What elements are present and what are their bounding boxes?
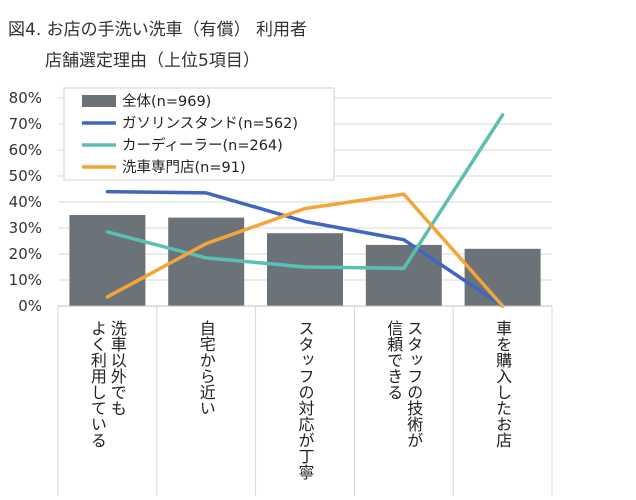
legend-label: 全体(n=969)	[122, 92, 211, 110]
bar	[365, 244, 442, 306]
legend-label: カーディーラー(n=264)	[122, 136, 283, 154]
chart-title-line-2: 店舗選定理由（上位5項目）	[45, 51, 260, 71]
category-label: 信頼できる	[384, 320, 403, 400]
category-label: よく利用している	[88, 320, 107, 448]
legend-label: ガソリンスタンド(n=562)	[122, 115, 298, 132]
bar	[267, 233, 343, 306]
y-tick-label: 80%	[9, 89, 42, 107]
category-label: 洗車以外でも	[108, 320, 127, 416]
y-tick-label: 50%	[9, 167, 42, 185]
y-tick-label: 20%	[9, 245, 42, 263]
category-label: 自宅から近い	[197, 320, 216, 416]
y-tick-label: 0%	[18, 297, 42, 315]
category-label: 車を購入したお店	[493, 320, 512, 448]
y-tick-label: 70%	[9, 115, 42, 133]
y-tick-label: 10%	[9, 271, 42, 289]
y-tick-label: 30%	[9, 219, 42, 237]
chart-title-line-1: 図4. お店の手洗い洗車（有償） 利用者	[8, 20, 308, 40]
category-label: スタッフの技術が	[404, 320, 423, 448]
y-tick-label: 40%	[9, 193, 42, 211]
legend-label: 洗車専門店(n=91)	[122, 159, 246, 176]
bar	[69, 215, 146, 306]
legend-swatch	[82, 95, 116, 107]
category-label: スタッフの対応が丁寧	[296, 320, 315, 481]
y-tick-label: 60%	[9, 141, 42, 159]
